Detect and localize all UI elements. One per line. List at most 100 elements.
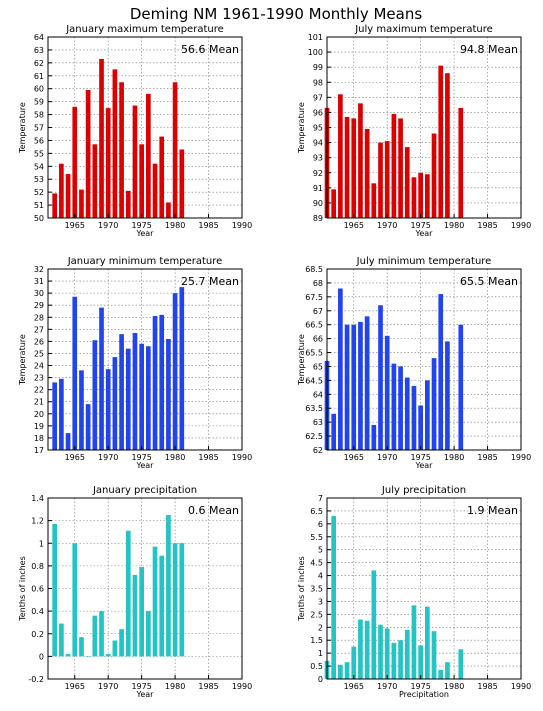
- bar: [378, 305, 383, 450]
- x-tick-label: 1980: [165, 453, 185, 462]
- mean-label: 1.9 Mean: [467, 504, 518, 517]
- bar: [179, 543, 185, 657]
- bar: [139, 343, 144, 450]
- x-tick-label: 1965: [344, 682, 364, 691]
- bar: [384, 141, 390, 218]
- x-tick-label: 1980: [444, 682, 464, 691]
- bar: [132, 105, 138, 218]
- bar: [99, 611, 104, 657]
- panel-title: January maximum temperature: [65, 24, 224, 35]
- bar: [331, 189, 337, 218]
- bar: [139, 144, 144, 218]
- panel-title: July minimum temperature: [356, 256, 492, 267]
- x-tick-label: 1965: [344, 221, 364, 230]
- bar: [65, 174, 71, 218]
- x-axis-label: Year: [136, 461, 155, 470]
- bar: [338, 664, 343, 679]
- bar: [59, 623, 64, 657]
- bar: [166, 514, 171, 657]
- y-tick-label: 5: [318, 546, 323, 555]
- y-tick-label: 0: [318, 675, 323, 684]
- bar: [331, 516, 337, 679]
- page-title: Deming NM 1961-1990 Monthly Means: [130, 5, 423, 23]
- y-tick-label: 64: [313, 390, 323, 399]
- bar: [132, 574, 138, 657]
- bar: [105, 654, 111, 657]
- y-tick-label: 52: [34, 188, 44, 197]
- mean-label: 94.8 Mean: [460, 43, 518, 56]
- y-tick-label: 64.5: [305, 376, 323, 385]
- mean-label: 56.6 Mean: [181, 43, 239, 56]
- y-tick-label: 94: [313, 139, 323, 148]
- bar: [172, 543, 178, 657]
- x-tick-label: 1970: [98, 682, 118, 691]
- bar: [152, 546, 158, 657]
- y-tick-label: 1.4: [31, 494, 44, 503]
- y-tick-label: 67.5: [305, 293, 323, 302]
- bar: [125, 530, 131, 657]
- y-tick-label: 62: [313, 446, 323, 455]
- bar: [152, 163, 158, 218]
- bar: [458, 107, 464, 218]
- x-tick-label: 1970: [377, 453, 397, 462]
- bar: [445, 662, 450, 679]
- bar: [92, 144, 98, 218]
- bar: [364, 129, 370, 218]
- bar: [384, 335, 390, 450]
- bar: [112, 357, 118, 450]
- x-tick-label: 1965: [344, 453, 364, 462]
- x-tick-label: 1985: [477, 682, 497, 691]
- y-tick-label: 92: [313, 169, 323, 178]
- bar: [404, 377, 410, 450]
- bar: [398, 640, 403, 679]
- x-tick-label: 1970: [98, 221, 118, 230]
- plot-frame: [47, 268, 243, 451]
- bar: [425, 380, 430, 450]
- panel-5: -0.2 0 0.2 0.4 0.6 0.8 1 1.2 1.4 1965 1970 1975 1980…: [18, 485, 252, 699]
- bar: [371, 183, 377, 218]
- bar: [139, 567, 144, 657]
- y-axis-label: Temperature: [18, 334, 27, 386]
- bar: [358, 321, 363, 450]
- bar: [391, 363, 397, 450]
- y-tick-label: 90: [313, 199, 323, 208]
- y-tick-label: 2.5: [310, 610, 323, 619]
- y-tick-label: 68.5: [305, 265, 323, 274]
- bar: [351, 646, 357, 679]
- bar: [431, 631, 437, 679]
- x-tick-label: 1965: [65, 221, 85, 230]
- bar: [105, 369, 111, 450]
- y-tick-label: 21: [34, 398, 44, 407]
- bar: [79, 370, 84, 450]
- x-tick-label: 1985: [198, 682, 218, 691]
- x-axis-label: Precipitation: [399, 690, 449, 699]
- bar: [59, 378, 64, 450]
- y-tick-label: 1: [39, 539, 44, 548]
- bar: [351, 118, 357, 218]
- bar: [119, 334, 124, 450]
- x-tick-label: 1965: [65, 682, 85, 691]
- bar: [371, 570, 377, 679]
- bar: [438, 669, 444, 679]
- bar: [418, 645, 423, 679]
- panel-title: January precipitation: [92, 485, 197, 496]
- x-axis-label: Year: [136, 229, 155, 238]
- bar: [338, 288, 343, 450]
- x-axis-label: Year: [415, 461, 434, 470]
- y-tick-label: 50: [34, 214, 44, 223]
- bar: [159, 136, 165, 218]
- x-tick-label: 1990: [232, 682, 252, 691]
- bar: [418, 405, 423, 450]
- bar: [79, 637, 84, 657]
- y-tick-label: 62: [34, 59, 44, 68]
- y-tick-label: 51: [34, 201, 44, 210]
- x-tick-label: 1975: [410, 221, 430, 230]
- y-tick-label: 60: [34, 85, 44, 94]
- y-tick-label: 53: [34, 175, 44, 184]
- bar: [391, 113, 397, 218]
- x-tick-label: 1980: [444, 453, 464, 462]
- y-tick-label: 64: [34, 33, 44, 42]
- y-tick-label: 97: [313, 93, 323, 102]
- y-tick-label: 2: [318, 623, 323, 632]
